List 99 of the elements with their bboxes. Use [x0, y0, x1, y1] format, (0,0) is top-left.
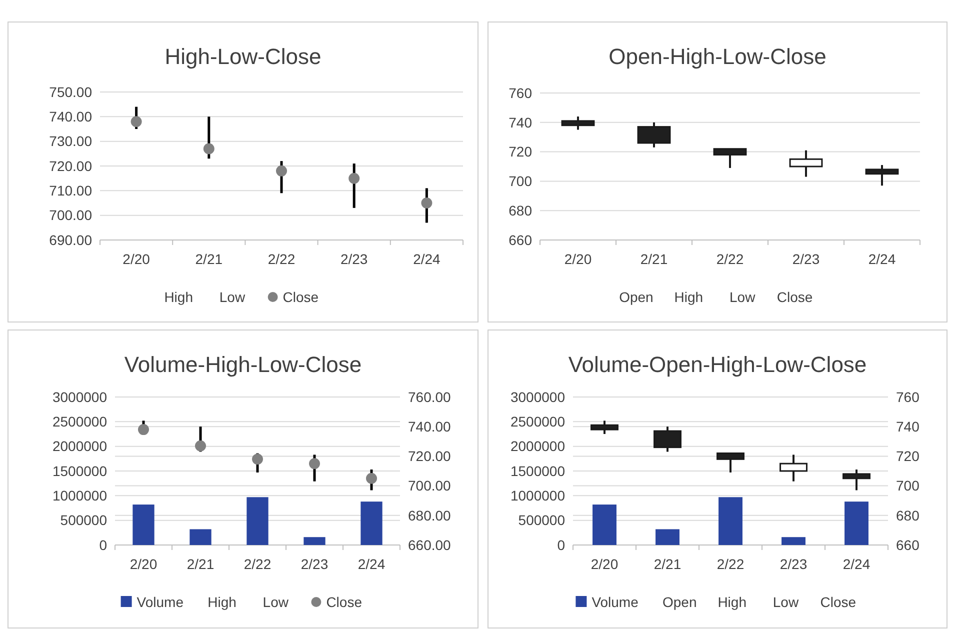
x-tick-label: 2/23 [300, 556, 328, 572]
y2-tick-label: 740.00 [408, 418, 452, 434]
text: High [718, 594, 746, 610]
y2-tick-label: 720 [896, 448, 920, 464]
bar [132, 504, 154, 545]
x-tick-label: 2/24 [868, 251, 896, 267]
x-tick-label: 2/20 [564, 251, 592, 267]
y-tick-label: 3000000 [510, 388, 566, 405]
bar [782, 537, 806, 545]
y2-tick-label: 700.00 [408, 478, 452, 494]
point [138, 424, 149, 436]
y-tick-label: 500000 [518, 512, 566, 528]
legend-label: Close [326, 594, 362, 610]
point [276, 165, 287, 176]
bar [844, 502, 868, 545]
y-tick-label: 730.00 [49, 133, 92, 150]
x-tick-label: 2/20 [130, 556, 158, 572]
text: Close [776, 289, 813, 305]
y-tick-label: 1000000 [52, 488, 108, 504]
chart-title: High-Low-Close [164, 44, 322, 69]
y-tick-label: 1500000 [52, 462, 108, 479]
x-tick-label: 2/22 [716, 251, 744, 267]
x-tick-label: 2/23 [780, 556, 808, 572]
x-tick-label: 2/21 [640, 251, 668, 267]
y-tick-label: 680 [508, 202, 532, 218]
y-tick-label: 720.00 [49, 158, 92, 174]
point [366, 472, 377, 484]
y-tick-label: 660 [508, 232, 532, 248]
bar [592, 504, 616, 545]
chart-title: Open-High-Low-Close [608, 44, 826, 69]
y-tick-label: 2000000 [52, 438, 108, 454]
text: Low [730, 289, 756, 305]
legend-label: Close [282, 289, 319, 305]
y-tick-label: 700 [508, 173, 532, 190]
text: High [208, 594, 236, 610]
y-tick-label: 2000000 [510, 438, 566, 454]
chart-title: Volume-Open-High-Low-Close [568, 352, 867, 377]
text: High [164, 289, 193, 305]
y-tick-label: 760 [508, 84, 532, 101]
y-tick-label: 2500000 [52, 414, 108, 430]
y2-tick-label: 680.00 [408, 507, 452, 524]
y-tick-label: 700.00 [49, 207, 92, 224]
bar [246, 497, 268, 545]
text: High [674, 289, 704, 305]
y-tick-label: 1500000 [510, 462, 566, 479]
text: Close [820, 594, 856, 610]
x-tick-label: 2/20 [122, 251, 150, 267]
y-tick-label: 0 [557, 536, 566, 553]
x-tick-label: 2/23 [792, 251, 820, 267]
y-tick-label: 750.00 [49, 84, 92, 100]
y2-tick-label: 680 [896, 507, 920, 524]
bar [190, 529, 212, 545]
y-tick-label: 0 [99, 536, 108, 553]
x-tick-label: 2/21 [186, 556, 214, 572]
y-tick-label: 3000000 [52, 388, 108, 405]
point [421, 198, 432, 208]
y2-tick-label: 660.00 [408, 536, 452, 553]
text: Low [262, 594, 290, 610]
y2-tick-label: 700 [896, 478, 920, 494]
x-tick-label: 2/21 [195, 251, 223, 267]
y-tick-label: 710.00 [49, 182, 92, 199]
y-tick-label: 740 [508, 114, 532, 130]
y-tick-label: 720 [508, 144, 532, 160]
x-tick-label: 2/21 [654, 556, 682, 572]
text: Open [662, 594, 697, 610]
y-tick-label: 500000 [60, 512, 108, 528]
y-tick-label: 1000000 [510, 488, 566, 504]
y-tick-label: 690.00 [49, 232, 92, 248]
x-tick-label: 2/20 [590, 556, 618, 572]
y2-tick-label: 660 [896, 536, 920, 553]
chart-title: Volume-High-Low-Close [124, 352, 362, 377]
bar [718, 497, 742, 545]
text: Low [219, 289, 246, 305]
bar [656, 529, 680, 545]
y2-tick-label: 720.00 [408, 448, 452, 464]
y2-tick-label: 760.00 [408, 388, 452, 405]
point [203, 143, 214, 154]
text: Open [619, 289, 654, 305]
x-tick-label: 2/24 [358, 556, 386, 572]
x-tick-label: 2/23 [340, 251, 368, 267]
x-tick-label: 2/24 [842, 556, 870, 572]
x-tick-label: 2/22 [716, 556, 744, 572]
x-tick-label: 2/22 [244, 556, 272, 572]
y2-tick-label: 740 [896, 418, 920, 434]
point [130, 116, 142, 128]
text: Low [772, 594, 800, 610]
point [348, 172, 360, 184]
y-tick-label: 740.00 [49, 108, 92, 125]
x-tick-label: 2/24 [413, 251, 441, 267]
bar [360, 502, 382, 545]
point [252, 454, 263, 465]
legend-label: Volume [136, 594, 184, 610]
legend-label: Volume [592, 594, 639, 610]
point [195, 440, 206, 452]
y-tick-label: 2500000 [510, 414, 566, 430]
bar [304, 537, 326, 545]
x-tick-label: 2/22 [268, 251, 296, 267]
point [309, 458, 320, 470]
y2-tick-label: 760 [896, 388, 920, 405]
